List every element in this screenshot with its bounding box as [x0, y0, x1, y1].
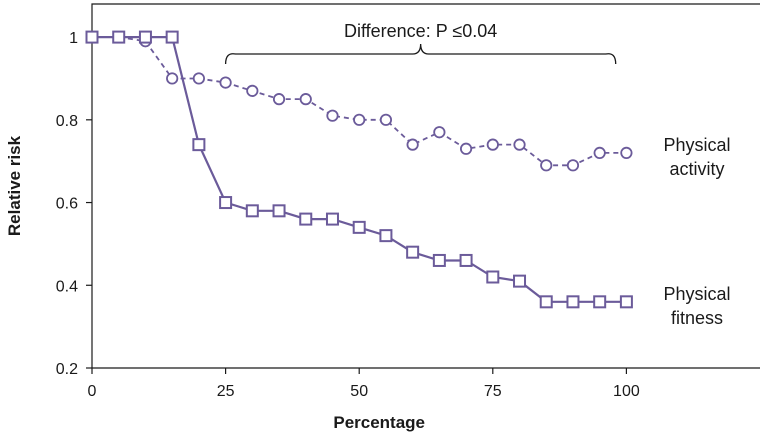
difference-label: Difference: P ≤0.04 [344, 21, 497, 41]
chart-axes: 0.2 0.4 0.6 0.8 1 0 25 50 75 100 Percentage Relativ… [5, 3, 760, 432]
data-point-circle [540, 159, 553, 172]
data-point-circle [486, 138, 499, 151]
series-label-line: Physical [663, 135, 730, 155]
y-tick-label: 0.8 [56, 113, 78, 130]
data-point-square [539, 295, 553, 309]
data-point-circle [620, 146, 633, 160]
y-axis-title: Relative risk [5, 135, 24, 236]
data-point-square [85, 30, 99, 44]
data-point-circle [219, 76, 232, 89]
data-point-square [299, 212, 313, 226]
difference-annotation: Difference: P ≤0.04 [224, 21, 617, 65]
data-point-square [513, 274, 527, 288]
x-tick-label: 0 [88, 383, 97, 400]
x-tick-label: 50 [350, 383, 368, 400]
x-tick-label: 100 [613, 383, 640, 400]
data-point-circle [166, 72, 179, 85]
data-point-circle [192, 72, 205, 85]
y-tick-label: 0.6 [56, 196, 78, 213]
series-line-physical-activity [92, 36, 627, 167]
data-point-square [432, 253, 446, 267]
data-point-square [112, 30, 126, 44]
data-point-circle [406, 138, 419, 151]
plot-area [85, 30, 633, 309]
series-physical-activity [85, 30, 633, 172]
data-point-circle [299, 93, 312, 106]
data-point-square [566, 295, 580, 309]
series-physical-fitness [85, 30, 633, 309]
difference-brace [224, 43, 617, 65]
data-point-circle [326, 109, 339, 122]
data-point-square [138, 30, 152, 44]
data-point-square [192, 138, 206, 152]
data-point-square [459, 253, 473, 267]
data-point-circle [593, 146, 606, 160]
data-point-circle [459, 142, 473, 155]
data-point-circle [272, 93, 286, 106]
data-point-square [379, 229, 393, 243]
data-point-square [619, 295, 633, 309]
data-point-square [406, 245, 420, 259]
axis-frame [91, 3, 760, 369]
y-tick-label: 1 [69, 30, 78, 47]
series-label-line: activity [669, 159, 724, 179]
y-tick-label: 0.4 [56, 278, 78, 295]
data-point-square [245, 204, 259, 218]
series-labels: Physical activity Physical fitness [663, 135, 730, 328]
data-point-square [325, 212, 339, 226]
x-axis-title: Percentage [333, 413, 425, 432]
data-point-circle [433, 126, 446, 139]
series-label-line: fitness [671, 308, 723, 328]
data-point-square [352, 220, 366, 234]
data-point-circle [566, 159, 580, 172]
data-point-circle [513, 138, 526, 151]
series-label-physical-activity: Physical activity [663, 135, 730, 179]
data-point-square [272, 204, 286, 218]
data-point-square [165, 30, 179, 44]
data-point-square [593, 295, 607, 309]
series-label-line: Physical [663, 284, 730, 304]
data-point-circle [353, 113, 366, 126]
data-point-square [219, 196, 233, 210]
data-point-circle [379, 113, 393, 126]
series-label-physical-fitness: Physical fitness [663, 284, 730, 328]
x-tick-label: 75 [484, 383, 502, 400]
data-point-circle [246, 84, 259, 97]
y-tick-label: 0.2 [56, 361, 78, 378]
data-point-square [486, 270, 500, 284]
x-tick-label: 25 [217, 383, 235, 400]
